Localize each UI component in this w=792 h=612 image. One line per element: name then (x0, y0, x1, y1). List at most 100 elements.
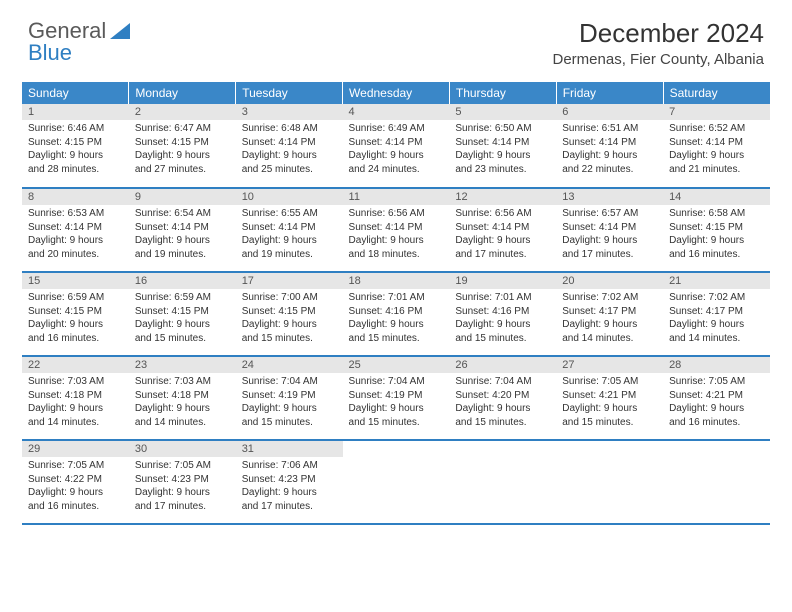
daylight-text-1: Daylight: 9 hours (28, 402, 123, 416)
calendar-day-cell: 5Sunrise: 6:50 AMSunset: 4:14 PMDaylight… (449, 104, 556, 188)
sunrise-text: Sunrise: 7:05 AM (135, 459, 230, 473)
sunrise-text: Sunrise: 6:48 AM (242, 122, 337, 136)
daylight-text-1: Daylight: 9 hours (242, 234, 337, 248)
day-number: 31 (236, 441, 343, 457)
day-details: Sunrise: 6:53 AMSunset: 4:14 PMDaylight:… (22, 205, 129, 265)
sunrise-text: Sunrise: 6:58 AM (669, 207, 764, 221)
daylight-text-2: and 20 minutes. (28, 248, 123, 262)
sunset-text: Sunset: 4:15 PM (28, 136, 123, 150)
sunrise-text: Sunrise: 6:56 AM (455, 207, 550, 221)
day-number: 18 (343, 273, 450, 289)
day-number: 22 (22, 357, 129, 373)
day-number: 7 (663, 104, 770, 120)
day-details: Sunrise: 6:56 AMSunset: 4:14 PMDaylight:… (343, 205, 450, 265)
daylight-text-2: and 17 minutes. (242, 500, 337, 514)
calendar-day-cell: 22Sunrise: 7:03 AMSunset: 4:18 PMDayligh… (22, 356, 129, 440)
calendar-week-row: 15Sunrise: 6:59 AMSunset: 4:15 PMDayligh… (22, 272, 770, 356)
daylight-text-2: and 28 minutes. (28, 163, 123, 177)
daylight-text-1: Daylight: 9 hours (669, 149, 764, 163)
daylight-text-2: and 25 minutes. (242, 163, 337, 177)
sunrise-text: Sunrise: 6:55 AM (242, 207, 337, 221)
daylight-text-2: and 15 minutes. (349, 332, 444, 346)
weekday-header: Sunday (22, 82, 129, 104)
sunset-text: Sunset: 4:14 PM (242, 221, 337, 235)
day-details: Sunrise: 7:04 AMSunset: 4:20 PMDaylight:… (449, 373, 556, 433)
sunrise-text: Sunrise: 7:02 AM (562, 291, 657, 305)
day-number: 8 (22, 189, 129, 205)
daylight-text-1: Daylight: 9 hours (349, 318, 444, 332)
day-number: 5 (449, 104, 556, 120)
sunrise-text: Sunrise: 7:00 AM (242, 291, 337, 305)
daylight-text-2: and 16 minutes. (28, 332, 123, 346)
sunrise-text: Sunrise: 7:03 AM (135, 375, 230, 389)
daylight-text-1: Daylight: 9 hours (135, 486, 230, 500)
daylight-text-2: and 17 minutes. (562, 248, 657, 262)
day-number: 10 (236, 189, 343, 205)
day-details: Sunrise: 6:57 AMSunset: 4:14 PMDaylight:… (556, 205, 663, 265)
sunset-text: Sunset: 4:19 PM (242, 389, 337, 403)
calendar-week-row: 29Sunrise: 7:05 AMSunset: 4:22 PMDayligh… (22, 440, 770, 524)
sunset-text: Sunset: 4:14 PM (562, 221, 657, 235)
daylight-text-1: Daylight: 9 hours (28, 149, 123, 163)
day-number: 6 (556, 104, 663, 120)
daylight-text-2: and 15 minutes. (242, 332, 337, 346)
calendar-day-cell (449, 440, 556, 524)
daylight-text-2: and 22 minutes. (562, 163, 657, 177)
calendar-day-cell: 12Sunrise: 6:56 AMSunset: 4:14 PMDayligh… (449, 188, 556, 272)
sunset-text: Sunset: 4:17 PM (669, 305, 764, 319)
calendar-day-cell: 17Sunrise: 7:00 AMSunset: 4:15 PMDayligh… (236, 272, 343, 356)
calendar-day-cell: 19Sunrise: 7:01 AMSunset: 4:16 PMDayligh… (449, 272, 556, 356)
sunset-text: Sunset: 4:21 PM (669, 389, 764, 403)
daylight-text-1: Daylight: 9 hours (455, 234, 550, 248)
sunset-text: Sunset: 4:15 PM (669, 221, 764, 235)
sunset-text: Sunset: 4:14 PM (455, 221, 550, 235)
day-number: 30 (129, 441, 236, 457)
sunset-text: Sunset: 4:17 PM (562, 305, 657, 319)
day-details: Sunrise: 7:05 AMSunset: 4:21 PMDaylight:… (663, 373, 770, 433)
sunset-text: Sunset: 4:14 PM (669, 136, 764, 150)
sunrise-text: Sunrise: 7:04 AM (455, 375, 550, 389)
calendar-day-cell: 25Sunrise: 7:04 AMSunset: 4:19 PMDayligh… (343, 356, 450, 440)
day-details: Sunrise: 6:52 AMSunset: 4:14 PMDaylight:… (663, 120, 770, 180)
sunrise-text: Sunrise: 6:59 AM (135, 291, 230, 305)
calendar-day-cell: 2Sunrise: 6:47 AMSunset: 4:15 PMDaylight… (129, 104, 236, 188)
daylight-text-1: Daylight: 9 hours (28, 486, 123, 500)
calendar-week-row: 22Sunrise: 7:03 AMSunset: 4:18 PMDayligh… (22, 356, 770, 440)
calendar-day-cell (663, 440, 770, 524)
daylight-text-2: and 14 minutes. (28, 416, 123, 430)
calendar-day-cell: 27Sunrise: 7:05 AMSunset: 4:21 PMDayligh… (556, 356, 663, 440)
calendar-day-cell: 20Sunrise: 7:02 AMSunset: 4:17 PMDayligh… (556, 272, 663, 356)
daylight-text-2: and 15 minutes. (349, 416, 444, 430)
weekday-header: Friday (556, 82, 663, 104)
calendar-day-cell: 16Sunrise: 6:59 AMSunset: 4:15 PMDayligh… (129, 272, 236, 356)
daylight-text-2: and 14 minutes. (135, 416, 230, 430)
day-details: Sunrise: 7:05 AMSunset: 4:22 PMDaylight:… (22, 457, 129, 517)
calendar-week-row: 8Sunrise: 6:53 AMSunset: 4:14 PMDaylight… (22, 188, 770, 272)
day-details: Sunrise: 6:48 AMSunset: 4:14 PMDaylight:… (236, 120, 343, 180)
daylight-text-1: Daylight: 9 hours (349, 402, 444, 416)
weekday-header: Wednesday (343, 82, 450, 104)
day-details: Sunrise: 6:47 AMSunset: 4:15 PMDaylight:… (129, 120, 236, 180)
calendar-day-cell (556, 440, 663, 524)
sunset-text: Sunset: 4:16 PM (349, 305, 444, 319)
calendar-day-cell: 21Sunrise: 7:02 AMSunset: 4:17 PMDayligh… (663, 272, 770, 356)
daylight-text-1: Daylight: 9 hours (349, 149, 444, 163)
daylight-text-2: and 19 minutes. (242, 248, 337, 262)
page-header: General December 2024 Dermenas, Fier Cou… (0, 0, 792, 76)
weekday-header: Thursday (449, 82, 556, 104)
sunset-text: Sunset: 4:15 PM (28, 305, 123, 319)
daylight-text-2: and 21 minutes. (669, 163, 764, 177)
sunset-text: Sunset: 4:14 PM (135, 221, 230, 235)
sunset-text: Sunset: 4:22 PM (28, 473, 123, 487)
daylight-text-2: and 14 minutes. (562, 332, 657, 346)
calendar-day-cell: 24Sunrise: 7:04 AMSunset: 4:19 PMDayligh… (236, 356, 343, 440)
day-details: Sunrise: 7:03 AMSunset: 4:18 PMDaylight:… (129, 373, 236, 433)
sunset-text: Sunset: 4:15 PM (135, 136, 230, 150)
day-details: Sunrise: 7:05 AMSunset: 4:23 PMDaylight:… (129, 457, 236, 517)
location-label: Dermenas, Fier County, Albania (553, 51, 765, 68)
sunrise-text: Sunrise: 6:46 AM (28, 122, 123, 136)
calendar-week-row: 1Sunrise: 6:46 AMSunset: 4:15 PMDaylight… (22, 104, 770, 188)
day-number: 4 (343, 104, 450, 120)
day-number: 14 (663, 189, 770, 205)
day-details: Sunrise: 6:51 AMSunset: 4:14 PMDaylight:… (556, 120, 663, 180)
